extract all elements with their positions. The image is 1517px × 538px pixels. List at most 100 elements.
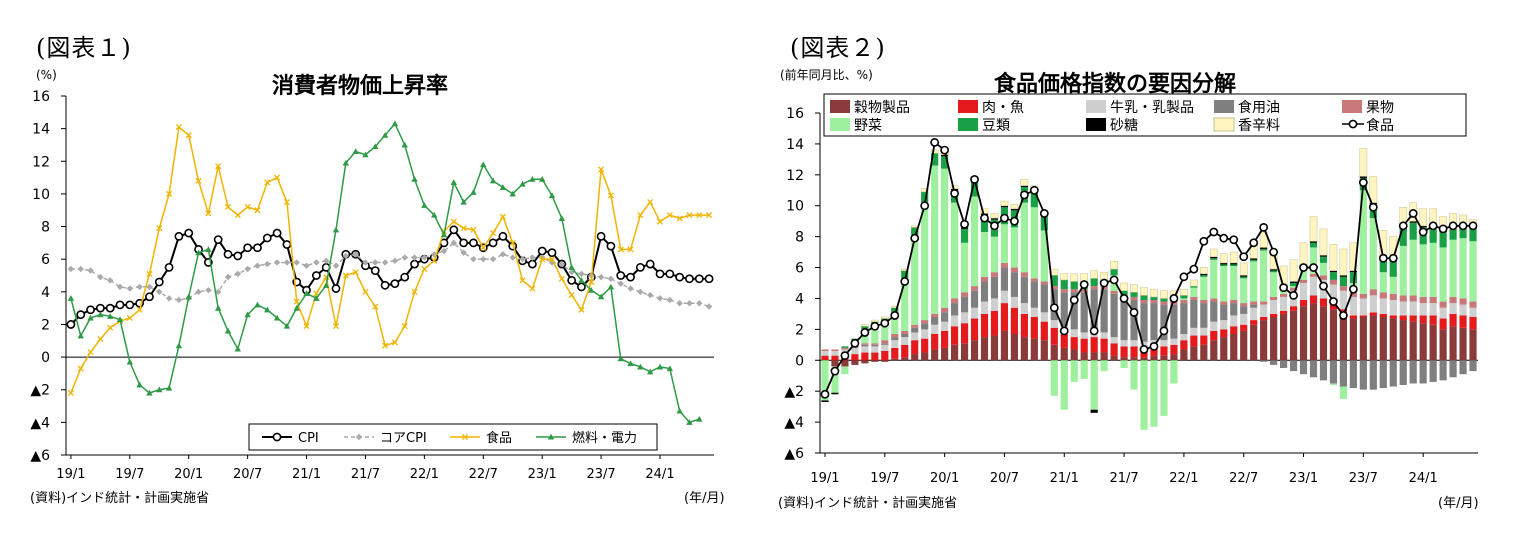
bar-segment bbox=[1309, 276, 1318, 296]
data-point bbox=[1189, 264, 1199, 274]
bar-segment bbox=[1160, 346, 1168, 356]
data-point bbox=[440, 231, 448, 238]
legend-label: CPI bbox=[298, 431, 319, 446]
data-point bbox=[509, 190, 516, 197]
bar-segment bbox=[1010, 203, 1019, 210]
data-point bbox=[1099, 278, 1109, 288]
legend-swatch bbox=[1214, 100, 1234, 113]
data-point bbox=[283, 199, 290, 206]
data-point bbox=[1219, 233, 1229, 243]
data-point bbox=[1428, 221, 1438, 231]
data-point bbox=[223, 249, 233, 259]
data-point bbox=[459, 238, 469, 248]
bar-segment bbox=[960, 312, 969, 324]
bar-segment bbox=[941, 321, 949, 331]
data-point bbox=[607, 192, 614, 199]
bar-segment bbox=[841, 360, 849, 367]
bar-segment bbox=[1299, 279, 1308, 283]
bar-segment bbox=[1140, 300, 1148, 304]
legend-label: 砂糖 bbox=[1110, 118, 1138, 134]
bar-segment bbox=[1349, 296, 1357, 316]
bar-segment bbox=[1409, 295, 1417, 302]
bar-segment bbox=[970, 318, 979, 341]
data-point bbox=[509, 254, 516, 261]
bar-segment bbox=[1090, 286, 1098, 290]
bar-segment bbox=[1190, 300, 1198, 328]
bar-segment bbox=[1289, 360, 1298, 372]
bar-segment bbox=[1369, 218, 1377, 290]
data-point bbox=[164, 262, 174, 272]
data-point bbox=[106, 313, 114, 319]
bar-segment bbox=[1319, 262, 1328, 276]
bar-segment bbox=[1200, 276, 1208, 300]
bar-segment bbox=[1200, 300, 1208, 304]
data-point bbox=[607, 283, 615, 290]
bar-segment bbox=[990, 218, 999, 220]
bar-segment bbox=[1280, 360, 1288, 368]
data-point bbox=[205, 210, 212, 217]
data-point bbox=[616, 271, 626, 280]
bar-segment bbox=[1140, 303, 1148, 342]
data-point bbox=[606, 241, 616, 251]
bar-segment bbox=[1110, 355, 1118, 361]
bar-segment bbox=[881, 351, 889, 361]
bar-segment bbox=[890, 305, 899, 308]
bar-segment bbox=[1449, 313, 1457, 327]
data-point bbox=[254, 301, 261, 308]
bar-segment bbox=[990, 272, 999, 277]
bar-segment bbox=[1469, 228, 1477, 242]
data-point bbox=[529, 285, 536, 292]
bar-segment bbox=[1349, 272, 1357, 283]
bar-segment bbox=[1220, 337, 1228, 361]
data-point bbox=[87, 267, 94, 274]
bar-segment bbox=[1130, 296, 1138, 300]
bar-segment bbox=[1240, 324, 1248, 331]
bar-segment bbox=[1100, 352, 1108, 361]
bar-segment bbox=[1050, 327, 1058, 345]
bar-segment bbox=[1230, 266, 1238, 300]
data-point bbox=[537, 246, 547, 256]
data-point bbox=[686, 419, 693, 425]
legend-swatch bbox=[1342, 100, 1362, 113]
data-point bbox=[372, 259, 379, 266]
data-point bbox=[352, 148, 359, 155]
bar-segment bbox=[871, 344, 879, 347]
data-point bbox=[116, 283, 124, 291]
bar-segment bbox=[1020, 272, 1028, 277]
bar-segment bbox=[960, 296, 969, 313]
bar-segment bbox=[901, 337, 909, 345]
data-point bbox=[411, 254, 418, 261]
bar-segment bbox=[1419, 303, 1427, 316]
data-point bbox=[499, 184, 507, 190]
bar-segment bbox=[951, 315, 959, 327]
x-tick-label: 22/1 bbox=[1169, 471, 1198, 486]
data-point bbox=[450, 179, 458, 186]
bar-segment bbox=[1050, 320, 1058, 328]
bar-segment bbox=[990, 298, 999, 311]
data-point bbox=[490, 230, 497, 237]
bar-segment bbox=[1220, 301, 1228, 305]
data-point bbox=[233, 251, 243, 261]
bar-segment bbox=[1020, 185, 1028, 188]
bar-segment bbox=[960, 292, 969, 297]
y-tick-label: ▲4 bbox=[30, 415, 50, 431]
data-point bbox=[1249, 238, 1259, 248]
bar-segment bbox=[1130, 340, 1138, 347]
bar-segment bbox=[980, 301, 989, 314]
bar-segment bbox=[1020, 313, 1028, 338]
y-tick-label: 2 bbox=[41, 317, 50, 333]
bar-segment bbox=[1020, 276, 1028, 304]
data-point bbox=[165, 384, 173, 391]
bar-segment bbox=[1200, 335, 1208, 345]
bar-segment bbox=[1399, 228, 1407, 246]
data-point bbox=[635, 262, 645, 272]
legend: CPI コアCPI 食品 燃料・電力 bbox=[248, 423, 658, 451]
data-point bbox=[460, 249, 467, 256]
legend-label: 牛乳・乳製品 bbox=[1110, 100, 1194, 116]
y-tick-label: 14 bbox=[786, 137, 804, 153]
bar-segment bbox=[1409, 321, 1417, 361]
bar-segment bbox=[1429, 360, 1437, 382]
figure-2-source: (資料)インド統計・計画実施省 bbox=[778, 496, 958, 511]
data-point bbox=[706, 212, 713, 219]
data-point bbox=[1019, 190, 1029, 200]
